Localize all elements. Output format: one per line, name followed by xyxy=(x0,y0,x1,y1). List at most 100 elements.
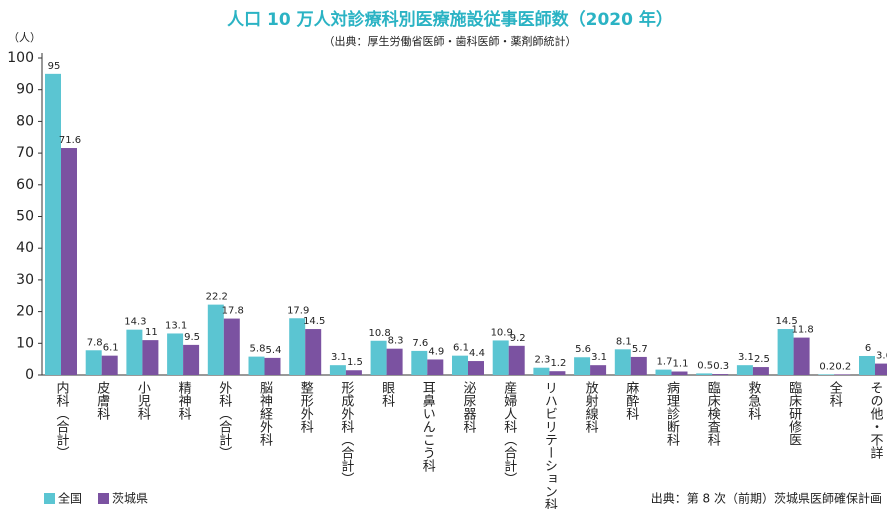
value-label: 0.2 xyxy=(835,361,851,372)
x-tick-label: 全科 xyxy=(827,380,843,407)
value-label: 1.2 xyxy=(550,358,566,369)
bar xyxy=(329,365,346,375)
x-tick-label: リハビリテーション科 xyxy=(542,381,558,509)
y-axis-label: （人） xyxy=(8,31,41,44)
value-label: 3.1 xyxy=(591,352,607,363)
bar xyxy=(183,344,200,375)
value-label: 0.5 xyxy=(697,360,713,371)
value-label: 3.6 xyxy=(876,351,887,362)
bar xyxy=(574,357,591,375)
value-label: 8.1 xyxy=(616,336,632,347)
y-tick-label: 10 xyxy=(16,335,34,351)
value-label: 1.7 xyxy=(657,357,673,368)
x-tick-label: 耳鼻いんこう科 xyxy=(420,381,436,472)
bar xyxy=(248,356,265,375)
x-tick-label: 病理診断科 xyxy=(664,381,680,446)
y-tick-label: 90 xyxy=(16,82,34,98)
value-label: 13.1 xyxy=(165,320,187,331)
bar xyxy=(85,350,102,375)
bar xyxy=(207,304,224,375)
legend-label: 茨城県 xyxy=(112,492,148,506)
y-tick-label: 0 xyxy=(25,367,34,383)
x-tick-label: 整形外科 xyxy=(298,381,314,433)
value-label: 6.1 xyxy=(453,343,469,354)
value-label: 1.5 xyxy=(347,357,363,368)
bar xyxy=(630,356,647,375)
x-tick-label: 精神科 xyxy=(176,381,192,420)
x-tick-label: 泌尿器科 xyxy=(461,381,477,433)
bar xyxy=(101,355,118,375)
bar xyxy=(264,357,281,375)
bar xyxy=(427,359,444,375)
value-label: 14.3 xyxy=(124,317,146,328)
source: 出典：第 8 次（前期）茨城県医師確保計画 xyxy=(651,491,882,506)
value-label: 2.3 xyxy=(534,355,550,366)
value-label: 9.5 xyxy=(184,332,200,343)
x-tick-label: 内科（合計） xyxy=(54,380,70,459)
value-label: 5.6 xyxy=(575,344,591,355)
value-label: 5.4 xyxy=(266,345,282,356)
bar xyxy=(614,349,631,375)
y-tick-label: 40 xyxy=(16,240,34,256)
legend-label: 全国 xyxy=(58,491,82,506)
value-label: 0.2 xyxy=(819,361,835,372)
value-label: 14.5 xyxy=(303,316,325,327)
x-tick-label: 産婦人科（合計） xyxy=(501,380,517,485)
bar xyxy=(777,329,794,375)
x-tick-label: 放射線科 xyxy=(583,381,599,433)
value-label: 6 xyxy=(865,343,871,354)
bar xyxy=(875,363,887,375)
legend-swatch xyxy=(44,493,55,504)
x-tick-label: 臨床検査科 xyxy=(705,381,721,446)
value-label: 6.1 xyxy=(103,343,119,354)
bar xyxy=(834,374,851,375)
bar xyxy=(411,350,428,375)
bar xyxy=(818,374,835,375)
bar xyxy=(167,333,184,375)
chart-subtitle: （出典：厚生労働省医師・歯科医師・薬剤師統計） xyxy=(324,34,577,48)
value-label: 8.3 xyxy=(388,336,404,347)
chart-title: 人口 10 万人対診療科別医療施設従事医師数（2020 年） xyxy=(227,9,673,30)
y-tick-label: 30 xyxy=(16,272,34,288)
x-tick-label: 皮膚科 xyxy=(94,381,110,420)
value-label: 5.7 xyxy=(632,344,648,355)
value-label: 11 xyxy=(145,327,158,338)
bar xyxy=(61,148,77,375)
legend-swatch xyxy=(98,493,109,504)
bar xyxy=(45,73,61,375)
value-label: 0.3 xyxy=(713,361,729,372)
value-label: 1.1 xyxy=(673,359,689,370)
value-label: 3.1 xyxy=(738,352,754,363)
x-tick-label: 救急科 xyxy=(745,380,761,420)
value-label: 4.9 xyxy=(428,346,444,357)
value-label: 7.8 xyxy=(87,337,103,348)
x-tick-label: 脳神経外科 xyxy=(257,381,273,446)
y-tick-label: 70 xyxy=(16,145,34,161)
value-label: 11.8 xyxy=(791,325,813,336)
bar xyxy=(305,329,322,375)
value-label: 2.5 xyxy=(754,354,770,365)
bar xyxy=(859,355,875,375)
y-tick-label: 100 xyxy=(7,50,34,66)
value-label: 14.5 xyxy=(775,316,797,327)
bar xyxy=(671,371,688,375)
x-tick-label: 麻酔科 xyxy=(623,381,639,420)
x-tick-label: 形成外科（合計） xyxy=(338,381,354,485)
value-label: 10.8 xyxy=(368,328,390,339)
bar xyxy=(712,374,729,375)
bar xyxy=(655,369,672,375)
y-tick-label: 50 xyxy=(16,209,34,225)
bar xyxy=(289,318,306,375)
bar xyxy=(126,329,143,375)
bar xyxy=(590,365,607,375)
value-label: 5.8 xyxy=(250,344,266,355)
bar xyxy=(468,361,484,375)
value-label: 71.6 xyxy=(59,135,81,146)
bar xyxy=(549,371,566,375)
x-tick-label: 外科（合計） xyxy=(216,381,232,459)
bar xyxy=(736,365,753,375)
x-tick-label: 臨床研修医 xyxy=(786,381,802,446)
bar xyxy=(370,340,387,375)
y-tick-label: 60 xyxy=(16,177,34,193)
